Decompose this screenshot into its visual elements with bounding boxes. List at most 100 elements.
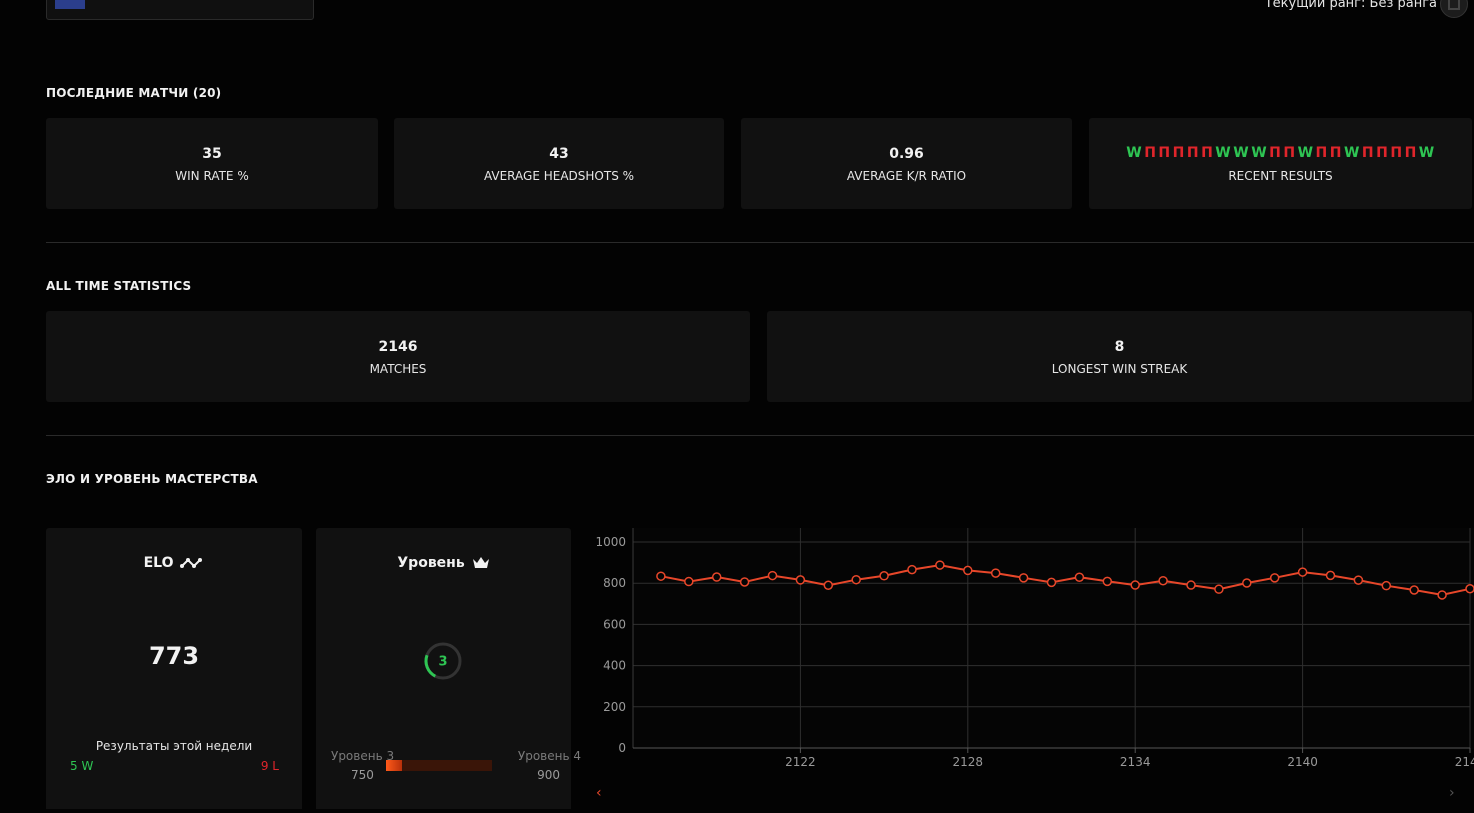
headshots-label: AVERAGE HEADSHOTS % bbox=[483, 169, 635, 183]
result-badge: П bbox=[1158, 145, 1171, 161]
win-rate-label: WIN RATE % bbox=[175, 169, 249, 183]
level-to-label: Уровень 4 bbox=[517, 749, 581, 763]
week-wins: 5 W bbox=[70, 759, 94, 773]
result-badge: П bbox=[1390, 145, 1403, 161]
elo-data-point bbox=[851, 574, 861, 585]
result-badge: П bbox=[1201, 145, 1214, 161]
elo-data-point bbox=[1074, 572, 1085, 582]
elo-data-point bbox=[711, 572, 722, 582]
elo-data-point bbox=[1297, 567, 1308, 577]
elo-trend-icon bbox=[180, 558, 203, 568]
country-flag bbox=[55, 0, 85, 9]
rank-icon bbox=[1440, 0, 1468, 18]
week-losses: 9 L bbox=[260, 759, 279, 773]
divider bbox=[46, 435, 1474, 436]
elo-card: ELO 773 Результаты этой недели 5 W 9 L bbox=[46, 528, 302, 809]
y-tick-label: 600 bbox=[603, 617, 626, 631]
elo-data-point bbox=[1409, 585, 1419, 595]
win-rate-card: 35 WIN RATE % bbox=[46, 118, 378, 209]
result-badge: П bbox=[1329, 145, 1342, 161]
recent-results-label: RECENT RESULTS bbox=[1228, 169, 1333, 183]
y-tick-label: 200 bbox=[603, 700, 626, 714]
result-badge: П bbox=[1269, 145, 1282, 161]
win-streak-card: 8 LONGEST WIN STREAK bbox=[767, 311, 1472, 402]
chart-scroll-right-icon[interactable]: › bbox=[1449, 785, 1455, 801]
result-badge: П bbox=[1283, 145, 1296, 161]
elo-data-point bbox=[1130, 580, 1140, 590]
elo-data-point bbox=[935, 560, 945, 570]
elo-chart: 0 200 400 600 800 1000 2122 2128 2134 2140 2146 bbox=[584, 528, 1474, 809]
win-rate-value: 35 bbox=[202, 146, 222, 162]
x-tick-label: 2128 bbox=[953, 755, 984, 769]
header-panel bbox=[46, 0, 314, 20]
elo-data-point bbox=[823, 580, 834, 591]
elo-data-point bbox=[1465, 584, 1474, 594]
elo-data-point bbox=[1102, 576, 1113, 587]
elo-data-point bbox=[1381, 580, 1392, 591]
result-badge: П bbox=[1315, 145, 1328, 161]
elo-data-point bbox=[1018, 573, 1029, 583]
x-tick-label: 2146 bbox=[1455, 755, 1474, 769]
level-from-value: 750 bbox=[351, 768, 374, 782]
elo-data-point bbox=[739, 577, 750, 587]
result-badge: П bbox=[1404, 145, 1417, 161]
elo-data-point bbox=[1325, 570, 1336, 581]
kr-ratio-label: AVERAGE K/R RATIO bbox=[846, 169, 967, 183]
matches-card: 2146 MATCHES bbox=[46, 311, 750, 402]
level-progress-bar bbox=[386, 760, 492, 771]
elo-data-point bbox=[907, 564, 917, 575]
divider bbox=[46, 242, 1474, 243]
level-number: 3 bbox=[438, 655, 447, 670]
elo-section-title: ЭЛО И УРОВЕНЬ МАСТЕРСТВА bbox=[46, 472, 258, 486]
kr-ratio-value: 0.96 bbox=[889, 146, 924, 162]
result-badge: W bbox=[1233, 145, 1250, 161]
chart-plot-area bbox=[633, 528, 1474, 749]
y-tick-label: 0 bbox=[618, 741, 626, 755]
result-badge: W bbox=[1343, 145, 1360, 161]
x-tick-label: 2122 bbox=[785, 755, 816, 769]
y-tick-label: 800 bbox=[603, 576, 626, 590]
all-time-title: ALL TIME STATISTICS bbox=[46, 279, 192, 293]
elo-data-point bbox=[1353, 575, 1364, 585]
headshots-value: 43 bbox=[549, 146, 569, 162]
elo-data-point bbox=[1269, 573, 1280, 583]
matches-label: MATCHES bbox=[369, 362, 427, 376]
elo-data-point bbox=[1214, 584, 1224, 594]
win-streak-label: LONGEST WIN STREAK bbox=[1051, 362, 1188, 376]
result-badge: W bbox=[1418, 145, 1435, 161]
chart-scroll-left-icon[interactable]: ‹ bbox=[596, 785, 602, 801]
elo-data-point bbox=[1046, 577, 1057, 588]
result-badge: W bbox=[1251, 145, 1268, 161]
result-badge: П bbox=[1376, 145, 1389, 161]
crown-icon bbox=[472, 557, 489, 568]
level-gauge: 3 bbox=[424, 642, 462, 680]
result-badge: W bbox=[1215, 145, 1232, 161]
elo-card-title: ELO bbox=[143, 555, 174, 571]
level-card-header: Уровень bbox=[316, 555, 571, 571]
y-tick-label: 400 bbox=[603, 659, 626, 673]
elo-data-point bbox=[656, 571, 666, 581]
week-results-label: Результаты этой недели bbox=[95, 739, 253, 753]
elo-data-point bbox=[1437, 590, 1447, 600]
recent-matches-title: ПОСЛЕДНИЕ МАТЧИ (20) bbox=[46, 86, 222, 100]
elo-card-header: ELO bbox=[46, 555, 302, 571]
elo-data-point bbox=[795, 575, 806, 585]
result-badge: П bbox=[1186, 145, 1200, 161]
current-rank-text: Текущий ранг: Без ранга bbox=[1264, 0, 1437, 11]
elo-data-point bbox=[879, 571, 889, 581]
elo-value: 773 bbox=[148, 642, 200, 670]
result-badge: П bbox=[1361, 145, 1375, 161]
win-streak-value: 8 bbox=[1114, 339, 1125, 355]
x-tick-label: 2140 bbox=[1287, 755, 1318, 769]
elo-data-point bbox=[1158, 575, 1168, 586]
level-to-value: 900 bbox=[537, 768, 560, 782]
elo-data-point bbox=[963, 565, 973, 576]
result-badge: W bbox=[1297, 145, 1314, 161]
result-badge: П bbox=[1172, 145, 1185, 161]
x-tick-label: 2134 bbox=[1120, 755, 1151, 769]
elo-data-point bbox=[1186, 580, 1196, 590]
kr-ratio-card: 0.96 AVERAGE K/R RATIO bbox=[741, 118, 1072, 209]
elo-data-point bbox=[990, 568, 1001, 578]
